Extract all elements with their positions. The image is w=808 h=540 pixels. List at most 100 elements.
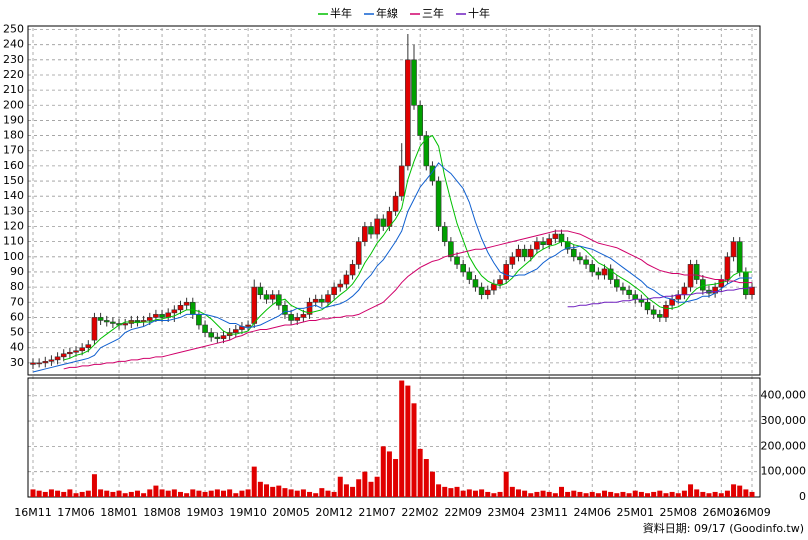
candle-body — [42, 361, 49, 364]
candle-body — [472, 279, 479, 288]
candle-body — [337, 283, 344, 288]
volume-bar — [350, 486, 356, 497]
candle-body — [48, 359, 55, 362]
y-tick-label: 240 — [3, 38, 24, 51]
volume-bar — [227, 489, 233, 497]
y-tick-label: 30 — [10, 356, 24, 369]
x-tick-label: 26M09 — [733, 506, 771, 519]
volume-bar — [270, 486, 276, 497]
legend-label: 三年 — [422, 6, 444, 20]
candle-body — [398, 165, 405, 197]
legend-label: 年線 — [376, 6, 398, 20]
y-tick-label: 130 — [3, 204, 24, 217]
ma-line — [567, 286, 753, 308]
volume-bar — [276, 485, 282, 497]
y-tick-label: 190 — [3, 113, 24, 126]
volume-bar — [128, 491, 134, 497]
candle-body — [540, 241, 546, 245]
volume-bar — [724, 490, 730, 497]
y-tick-label: 160 — [3, 159, 24, 172]
x-tick-label: 24M06 — [573, 506, 611, 519]
candle-body — [607, 268, 614, 280]
candle-body — [368, 226, 374, 235]
volume-bar — [147, 489, 153, 497]
x-tick-label: 20M05 — [272, 506, 310, 519]
x-tick-label: 25M01 — [616, 506, 654, 519]
candle-body — [392, 195, 399, 212]
y-tick-label: 170 — [3, 144, 24, 157]
volume-bar — [251, 466, 257, 497]
volume-bar — [48, 489, 54, 497]
y-tick-label: 230 — [3, 53, 24, 66]
volume-bar — [307, 491, 313, 497]
candle-body — [644, 301, 651, 311]
y-tick-label: 180 — [3, 129, 24, 142]
volume-bar — [688, 484, 694, 497]
volume-bar — [411, 403, 417, 497]
volume-bar — [245, 489, 251, 497]
volume-bar — [122, 493, 128, 497]
volume-bar — [319, 488, 325, 497]
candle-body — [497, 279, 503, 285]
volume-bar — [614, 493, 620, 497]
candle-body — [736, 241, 743, 273]
candle-body — [171, 309, 178, 314]
volume-bar — [177, 491, 183, 497]
candle-body — [583, 259, 589, 265]
price-panel — [27, 25, 761, 376]
volume-bar — [731, 484, 737, 497]
ma-line — [63, 134, 752, 361]
volume-bar — [98, 489, 104, 497]
volume-bar — [479, 489, 485, 497]
volume-bar — [184, 493, 190, 497]
candle-body — [693, 264, 700, 280]
volume-bar — [712, 491, 718, 497]
volume-bar — [565, 491, 571, 497]
candle-body — [478, 286, 485, 295]
candle-body — [509, 256, 516, 265]
candle-body — [417, 104, 423, 136]
candle-body — [67, 351, 73, 355]
volume-bar — [583, 493, 589, 497]
volume-bar — [472, 490, 478, 497]
candle-body — [245, 324, 251, 327]
volume-bar — [694, 489, 700, 497]
volume-bar — [374, 476, 380, 497]
candle-body — [208, 332, 215, 338]
volume-bar — [190, 489, 196, 497]
volume-bar — [620, 491, 626, 497]
volume-bar — [343, 484, 349, 497]
candle-body — [189, 301, 196, 315]
volume-bar — [337, 476, 343, 497]
candle-body — [134, 320, 141, 323]
x-tick-label: 17M06 — [57, 506, 95, 519]
candle-body — [534, 241, 540, 250]
x-tick-label: 23M11 — [530, 506, 568, 519]
y-tick-label: 140 — [3, 189, 24, 202]
y-tick-label: 210 — [3, 83, 24, 96]
volume-bar — [208, 490, 214, 497]
volume-bar — [749, 491, 755, 497]
volume-bar — [651, 491, 657, 497]
volume-bar — [141, 493, 147, 497]
volume-bar — [159, 489, 165, 497]
volume-bar — [485, 491, 491, 497]
volume-bar — [233, 493, 239, 497]
candle-body — [730, 241, 737, 258]
volume-bar — [331, 491, 337, 497]
volume-bar — [534, 491, 540, 497]
candle-body — [484, 289, 491, 295]
legend-label: 半年 — [330, 6, 352, 20]
volume-bar — [325, 490, 331, 497]
candle-body — [349, 264, 356, 276]
volume-bar — [546, 491, 552, 497]
candle-body — [331, 286, 337, 295]
volume-bar — [632, 490, 638, 497]
volume-bar — [681, 490, 687, 497]
y2-tick-label: 0 — [799, 490, 806, 503]
volume-bar — [368, 481, 374, 497]
volume-bar — [36, 490, 42, 497]
candle-body — [650, 309, 657, 315]
candle-body — [177, 304, 184, 311]
volume-bar — [42, 491, 48, 497]
